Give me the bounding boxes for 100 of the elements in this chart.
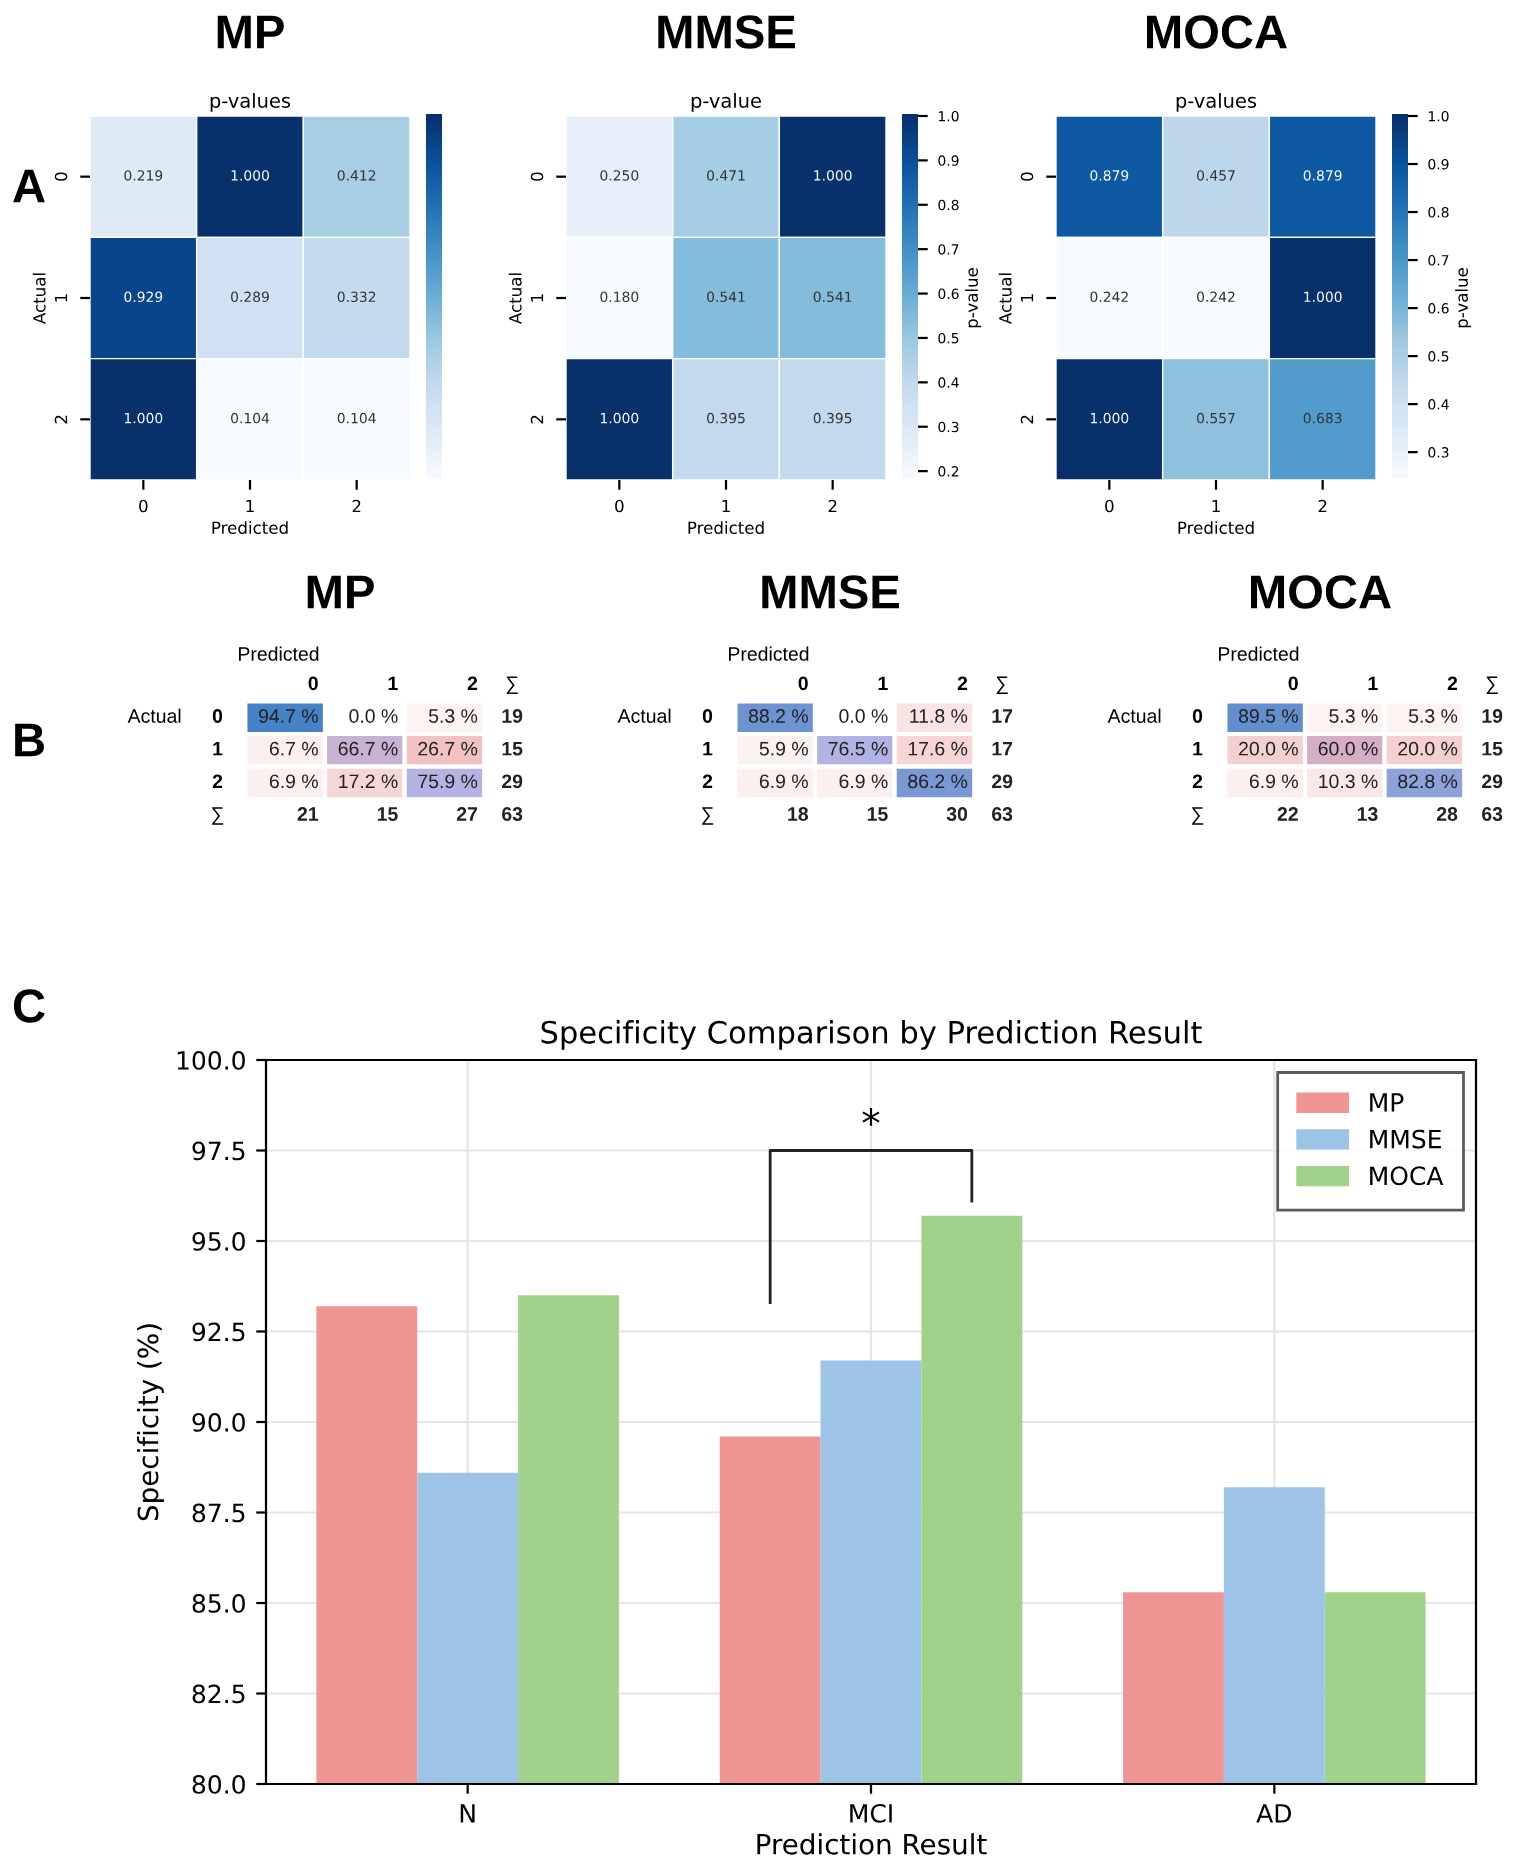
- x-axis-title: Predicted: [729, 646, 809, 661]
- data-label: 63: [1482, 807, 1503, 821]
- data-label: 26.7 %: [418, 741, 478, 756]
- x-axis-title: Predicted: [212, 521, 288, 535]
- data-label: 15: [1482, 741, 1503, 756]
- data-label: 63: [502, 807, 523, 821]
- data-label: 63: [992, 807, 1013, 821]
- x-tick-label: 0: [1105, 499, 1114, 513]
- data-label: 60.0 %: [1318, 741, 1378, 756]
- data-label: 6.9 %: [269, 774, 318, 789]
- x-tick-label: 2: [352, 499, 361, 513]
- data-label: 29: [1481, 774, 1503, 789]
- y-tick-label: 95.0: [192, 1231, 245, 1251]
- x-tick-label: 2: [957, 676, 968, 691]
- y-axis-title: Actual: [32, 273, 46, 324]
- data-label: 19: [1482, 709, 1503, 723]
- data-label: 0.0 %: [349, 709, 398, 723]
- x-tick-label: 1: [878, 676, 888, 691]
- y-axis-title: Actual: [617, 708, 671, 723]
- data-label: 15: [377, 807, 398, 821]
- data-label: 76.5 %: [828, 741, 888, 756]
- y-tick-label: 1: [1020, 294, 1034, 302]
- data-label: 21: [297, 807, 319, 821]
- data-label: 6.9 %: [839, 774, 888, 789]
- x-tick-label: 2: [1318, 499, 1327, 513]
- y-tick-label: 1: [54, 294, 68, 302]
- color-bar-title: p-value: [965, 268, 982, 328]
- x-tick-label: 2: [828, 499, 837, 513]
- legend-label: MP: [1370, 1093, 1404, 1112]
- y-tick-label: 85.0: [192, 1593, 245, 1613]
- y-tick-label: 2: [54, 415, 68, 424]
- text: C: [13, 989, 45, 1023]
- legend-label: MOCA: [1370, 1166, 1444, 1186]
- chart-title: MOCA: [1147, 15, 1287, 49]
- data-label: 94.7 %: [259, 709, 318, 723]
- chart-title: Specificity Comparison by Prediction Result: [541, 1020, 1202, 1050]
- y-tick-label: 1: [703, 741, 713, 756]
- x-tick-label: 1: [246, 499, 254, 513]
- data-label: 18: [788, 807, 809, 821]
- x-tick-label: 2: [1447, 676, 1458, 691]
- x-tick-label: ∑: [1486, 676, 1498, 695]
- data-label: 20.0 %: [1398, 741, 1458, 756]
- y-tick-label: 1: [213, 741, 223, 756]
- data-label: 28: [1436, 807, 1458, 821]
- y-tick-label: 1: [1193, 741, 1203, 756]
- data-label: 30: [946, 807, 968, 821]
- data-label: 15: [502, 741, 523, 756]
- color-bar-title: p-value: [1455, 268, 1472, 328]
- data-label: 29: [991, 774, 1013, 789]
- y-tick-label: 90.0: [192, 1412, 245, 1432]
- data-label: 86.2 %: [908, 774, 968, 789]
- y-axis-title: Actual: [998, 273, 1012, 324]
- data-label: 17.6 %: [908, 741, 968, 756]
- data-label: 11.8 %: [910, 709, 968, 723]
- chart-subtitle: p-values: [1176, 92, 1257, 112]
- data-label: 20.0 %: [1239, 741, 1298, 756]
- y-tick-label: 2: [530, 415, 544, 424]
- data-label: 6.7 %: [269, 741, 318, 756]
- y-tick-label: 100.0: [177, 1050, 245, 1070]
- data-label: 10.3 %: [1319, 774, 1378, 789]
- data-label: 13: [1357, 807, 1378, 821]
- y-tick-label: ∑: [212, 807, 224, 825]
- text: B: [15, 723, 44, 757]
- x-axis-title: Predicted: [239, 646, 319, 661]
- legend-label: MMSE: [1370, 1129, 1441, 1149]
- data-label: 89.5 %: [1238, 709, 1298, 723]
- annotation: *: [862, 1108, 880, 1126]
- data-label: 0.0 %: [839, 709, 888, 723]
- y-tick-label: 2: [702, 774, 713, 789]
- data-label: 6.9 %: [759, 774, 808, 789]
- data-label: 17: [992, 741, 1013, 756]
- x-axis-title: Predicted: [688, 521, 764, 535]
- data-label: 17.2 %: [339, 774, 398, 789]
- x-tick-label: 0: [139, 499, 148, 513]
- y-tick-label: ∑: [1192, 807, 1204, 825]
- data-label: 75.9 %: [418, 774, 478, 789]
- y-tick-label: 97.5: [192, 1141, 245, 1161]
- chart-title: MMSE: [658, 15, 795, 49]
- data-label: 5.3 %: [1408, 709, 1458, 723]
- data-label: 19: [502, 709, 523, 723]
- x-tick-label: 0: [1288, 676, 1298, 691]
- y-tick-label: 2: [1192, 774, 1203, 789]
- y-tick-label: 2: [212, 774, 223, 789]
- data-label: 5.3 %: [428, 709, 478, 723]
- data-label: 5.3 %: [1329, 709, 1378, 723]
- y-tick-label: 1: [530, 294, 544, 302]
- data-label: 15: [867, 807, 888, 821]
- data-label: 88.2 %: [748, 709, 808, 723]
- chart-title: MMSE: [762, 575, 899, 609]
- chart-subtitle: p-values: [210, 92, 291, 112]
- chart-subtitle: p-value: [691, 92, 761, 112]
- data-label: 22: [1277, 807, 1298, 821]
- y-tick-label: 0: [530, 172, 544, 181]
- x-tick-label: 0: [798, 676, 808, 691]
- x-tick-label: ∑: [996, 676, 1008, 695]
- data-label: 66.7 %: [338, 741, 398, 756]
- y-axis-title: Actual: [127, 708, 181, 723]
- x-axis-title: Predicted: [1178, 521, 1254, 535]
- data-label: 17: [992, 709, 1013, 723]
- data-label: 82.8 %: [1398, 774, 1458, 789]
